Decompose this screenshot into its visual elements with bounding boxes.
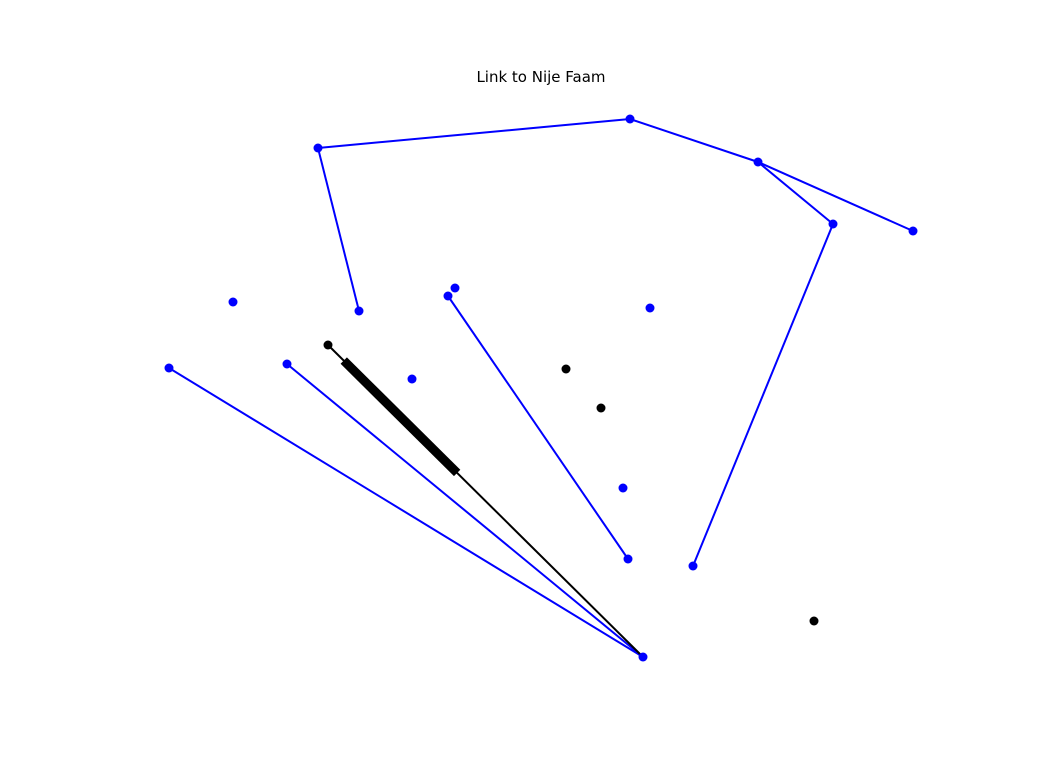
node-n6	[354, 306, 364, 316]
edge-n1-n2	[317, 118, 631, 149]
node-n4	[828, 219, 838, 229]
node-n18	[323, 340, 333, 350]
node-n21	[809, 616, 819, 626]
nodes-layer	[164, 114, 918, 662]
node-n7	[228, 297, 238, 307]
node-n9	[443, 291, 453, 301]
node-n8	[450, 283, 460, 293]
node-n5	[908, 226, 918, 236]
link-layer	[327, 344, 644, 658]
edge-n6-n1	[317, 147, 360, 312]
edge-n2-n3	[629, 118, 759, 163]
figure-title: Link to Nije Faam	[476, 68, 606, 86]
node-n2	[625, 114, 635, 124]
link-highlight-segment	[340, 357, 461, 477]
node-n11	[164, 363, 174, 373]
edge-n9-n15	[447, 295, 629, 560]
edge-n4-n16	[692, 223, 834, 567]
edges-layer	[168, 118, 914, 658]
edge-n12-n17	[286, 363, 644, 658]
node-n3	[753, 157, 763, 167]
node-n19	[561, 364, 571, 374]
edge-n11-n17	[168, 367, 644, 658]
node-n16	[688, 561, 698, 571]
edge-n3-n4	[757, 161, 834, 225]
edge-n3-n5	[757, 161, 914, 232]
node-n13	[407, 374, 417, 384]
node-n14	[618, 483, 628, 493]
node-n20	[596, 403, 606, 413]
node-n15	[623, 554, 633, 564]
node-n10	[645, 303, 655, 313]
node-n12	[282, 359, 292, 369]
node-n1	[313, 143, 323, 153]
node-n17	[638, 652, 648, 662]
